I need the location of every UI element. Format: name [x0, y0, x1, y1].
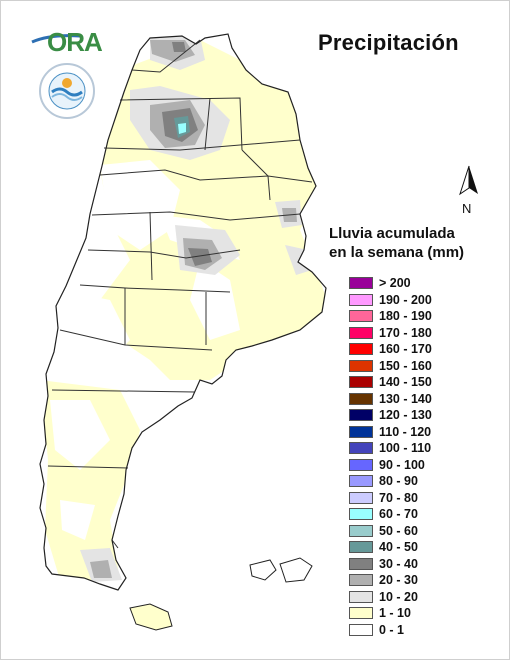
legend-swatch [349, 623, 373, 636]
legend-swatch [349, 524, 373, 537]
legend-item: 110 - 120 [349, 424, 432, 441]
tierra-del-fuego [129, 603, 173, 631]
legend-label: 40 - 50 [379, 540, 418, 555]
legend-item: 80 - 90 [349, 473, 432, 490]
legend-swatch [349, 310, 373, 323]
legend-label: > 200 [379, 276, 411, 291]
legend-item: 140 - 150 [349, 374, 432, 391]
legend-item: 90 - 100 [349, 457, 432, 474]
legend-item: 0 - 1 [349, 622, 432, 639]
legend-label: 100 - 110 [379, 441, 432, 456]
legend-swatch [349, 491, 373, 504]
legend-label: 90 - 100 [379, 457, 425, 472]
legend-label: 130 - 140 [379, 391, 432, 406]
legend-swatch [349, 326, 373, 339]
legend-item: 20 - 30 [349, 572, 432, 589]
legend-swatch [349, 392, 373, 405]
legend-item: 40 - 50 [349, 539, 432, 556]
legend-swatch [349, 541, 373, 554]
legend-item: 50 - 60 [349, 523, 432, 540]
country-border [39, 33, 327, 591]
legend-swatch [349, 508, 373, 521]
smn-logo [39, 63, 95, 119]
legend-swatch [349, 458, 373, 471]
legend-swatch [349, 376, 373, 389]
legend-swatch [349, 590, 373, 603]
legend-label: 30 - 40 [379, 556, 418, 571]
legend-title-line2: en la semana (mm) [329, 244, 465, 261]
legend-item: 100 - 110 [349, 440, 432, 457]
legend-swatch [349, 277, 373, 290]
legend-item: 70 - 80 [349, 490, 432, 507]
legend-label: 140 - 150 [379, 375, 432, 390]
legend-item: 180 - 190 [349, 308, 432, 325]
legend-swatch [349, 293, 373, 306]
map-title: Precipitación [318, 30, 459, 55]
legend-label: 0 - 1 [379, 622, 405, 637]
legend-title-line1: Lluvia acumulada [329, 225, 455, 242]
legend-swatch [349, 359, 373, 372]
legend-item: > 200 [349, 275, 432, 292]
legend-item: 160 - 170 [349, 341, 432, 358]
legend-item: 130 - 140 [349, 391, 432, 408]
legend-label: 120 - 130 [379, 408, 432, 423]
legend-label: 80 - 90 [379, 474, 418, 489]
malvinas-islands [249, 557, 313, 583]
legend-item: 10 - 20 [349, 589, 432, 606]
legend-swatch [349, 425, 373, 438]
legend-swatch [349, 574, 373, 587]
legend-swatch [349, 475, 373, 488]
legend-label: 180 - 190 [379, 309, 432, 324]
precipitation-fields [40, 36, 326, 582]
legend-label: 70 - 80 [379, 490, 418, 505]
legend-item: 150 - 160 [349, 358, 432, 375]
legend-swatch [349, 442, 373, 455]
legend-label: 170 - 180 [379, 325, 432, 340]
north-label: N [462, 201, 472, 216]
legend: > 200 190 - 200 180 - 190 170 - 180 160 … [349, 275, 432, 638]
legend-swatch [349, 343, 373, 356]
legend-swatch [349, 607, 373, 620]
legend-label: 150 - 160 [379, 358, 432, 373]
legend-label: 1 - 10 [379, 606, 411, 621]
north-arrow-icon [459, 165, 478, 196]
legend-item: 170 - 180 [349, 325, 432, 342]
legend-item: 30 - 40 [349, 556, 432, 573]
legend-label: 10 - 20 [379, 589, 418, 604]
legend-title: Lluvia acumulada en la semana (mm) [329, 224, 464, 262]
legend-swatch [349, 557, 373, 570]
legend-item: 120 - 130 [349, 407, 432, 424]
province-borders [47, 39, 313, 549]
legend-label: 190 - 200 [379, 292, 432, 307]
ora-logo: ORA [47, 27, 103, 57]
legend-label: 20 - 30 [379, 573, 418, 588]
legend-item: 190 - 200 [349, 292, 432, 309]
legend-label: 50 - 60 [379, 523, 418, 538]
legend-label: 160 - 170 [379, 342, 432, 357]
legend-item: 1 - 10 [349, 605, 432, 622]
legend-label: 110 - 120 [379, 424, 432, 439]
legend-swatch [349, 409, 373, 422]
legend-item: 60 - 70 [349, 506, 432, 523]
ora-logo-swoosh [31, 34, 81, 44]
legend-label: 60 - 70 [379, 507, 418, 522]
